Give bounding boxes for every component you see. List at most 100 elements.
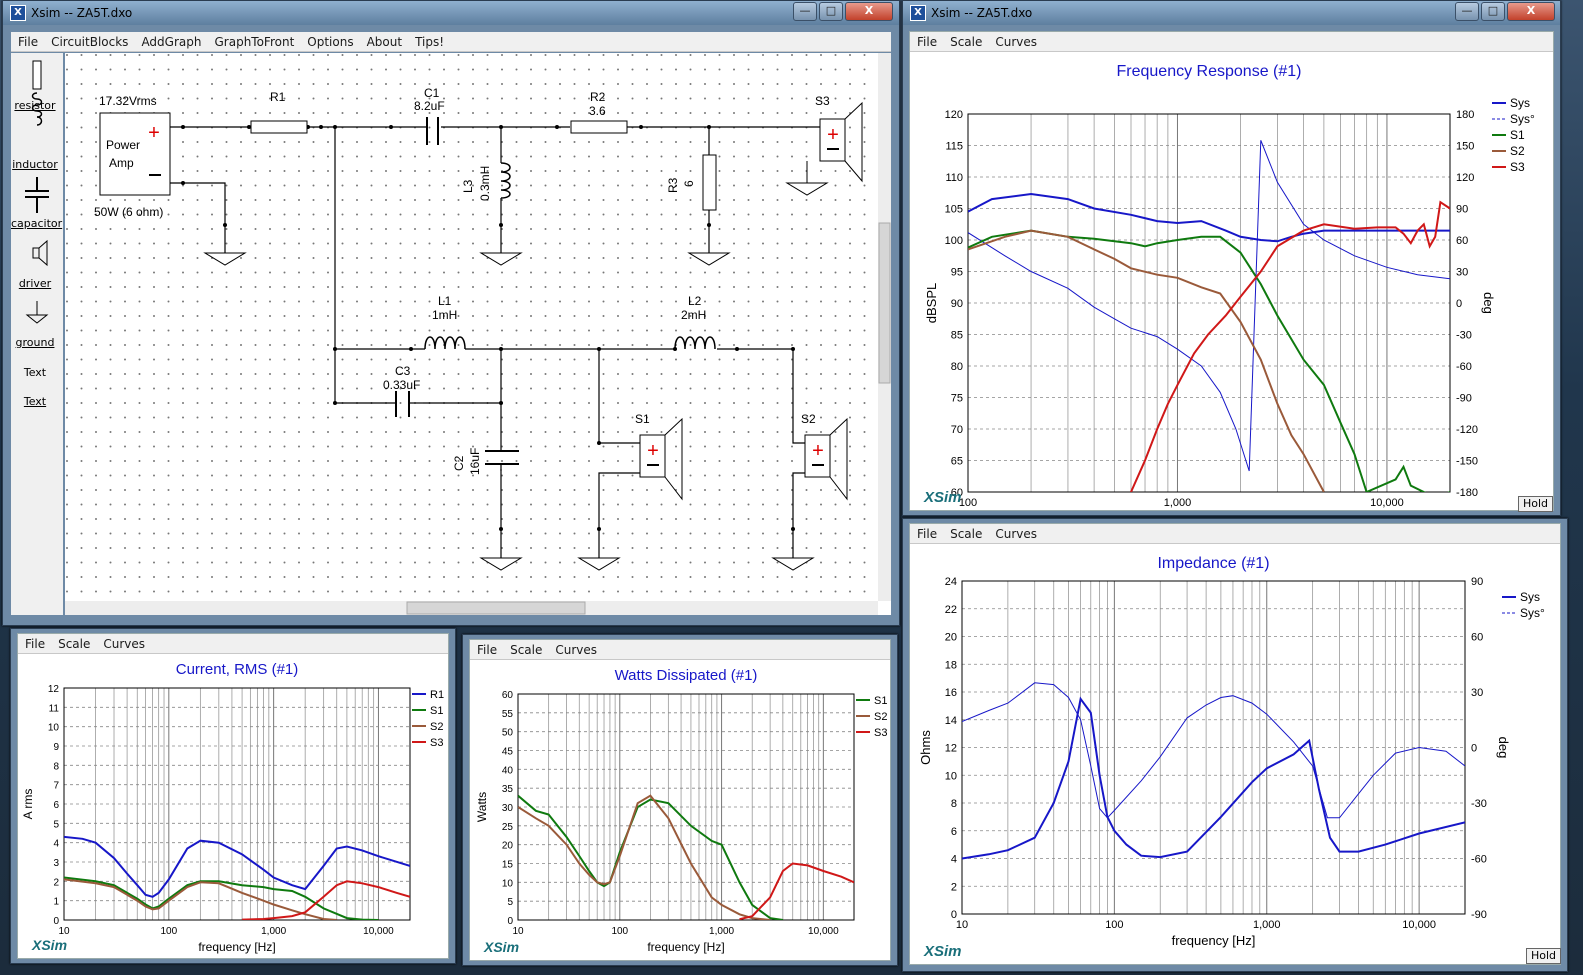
current-graph-panel: File Scale Curves 0 1 2 3 4 5 6 7 8 9 10 11 12 10 100 1,0… (17, 633, 449, 959)
resistor-r2[interactable] (570, 120, 628, 134)
menu-scale[interactable]: Scale (950, 35, 983, 49)
y2-tick-label: 120 (1456, 172, 1474, 184)
menu-curves[interactable]: Curves (995, 527, 1038, 541)
menu-file[interactable]: File (477, 643, 498, 657)
tool-driver[interactable]: driver (18, 277, 52, 290)
menu-about[interactable]: About (366, 35, 403, 49)
hold-button[interactable]: Hold (1526, 948, 1562, 964)
watts-dissipated-chart[interactable]: 0 5 10 15 20 25 30 35 40 45 50 55 60 10 100 1,000 10,000… (470, 660, 890, 960)
y-tick-label: 2 (951, 881, 957, 893)
horizontal-scroll-thumb[interactable] (406, 601, 586, 615)
menu-curves[interactable]: Curves (103, 637, 146, 651)
capacitor-c2[interactable] (485, 450, 519, 465)
legend-label[interactable]: Sys° (1510, 112, 1535, 126)
close-button[interactable]: X (1507, 2, 1555, 21)
y-tick-label: 75 (951, 393, 963, 405)
menu-file[interactable]: File (917, 527, 938, 541)
vertical-scroll-thumb[interactable] (878, 222, 891, 384)
menu-curves[interactable]: Curves (995, 35, 1038, 49)
minimize-button[interactable]: — (1455, 2, 1479, 21)
y-tick-label: 12 (48, 684, 60, 695)
x-tick-label: 10,000 (363, 926, 394, 937)
value-l1: 1mH (432, 308, 457, 322)
capacitor-c3[interactable] (395, 391, 410, 417)
tool-text[interactable]: Text (23, 395, 47, 408)
legend-label[interactable]: S1 (1510, 128, 1525, 142)
inductor-l1[interactable] (424, 336, 466, 350)
ground-l3[interactable] (479, 252, 523, 266)
menu-file[interactable]: File (25, 637, 46, 651)
menu-file[interactable]: File (917, 35, 938, 49)
legend-label[interactable]: S2 (430, 721, 443, 733)
ground-s2[interactable] (771, 557, 815, 571)
legend-label[interactable]: S2 (874, 711, 887, 723)
menu-circuitblocks[interactable]: CircuitBlocks (51, 35, 129, 49)
series-line-s1 (968, 229, 1450, 492)
menu-scale[interactable]: Scale (950, 527, 983, 541)
legend-label[interactable]: S2 (1510, 144, 1525, 158)
schematic-titlebar[interactable]: X Xsim -- ZA5T.dxo — □ X (3, 1, 899, 25)
resistor-r1[interactable] (250, 120, 308, 134)
menu-scale[interactable]: Scale (58, 637, 91, 651)
driver-s2[interactable]: + (804, 417, 848, 501)
legend-label[interactable]: Sys° (1520, 606, 1545, 620)
frequency-response-chart[interactable]: 60 65 70 75 80 85 90 95 100 105 110 115 120 -180 -150 -… (910, 52, 1553, 510)
ground-s1[interactable] (577, 557, 621, 571)
current-window: File Scale Curves 0 1 2 3 4 5 6 7 8 9 10 11 12 10 100 1,0… (10, 628, 456, 964)
legend-label[interactable]: S1 (430, 705, 443, 717)
menu-graphtofront[interactable]: GraphToFront (214, 35, 295, 49)
tool-resistor[interactable]: resistor (14, 99, 56, 112)
schematic-drawing[interactable]: + + + (65, 53, 891, 615)
series-line-sys (962, 682, 1465, 819)
legend-label[interactable]: S3 (430, 737, 443, 749)
menu-tips[interactable]: Tips! (415, 35, 445, 49)
power-amp-block[interactable]: + (99, 112, 171, 196)
menu-file[interactable]: File (18, 35, 39, 49)
tool-ground[interactable]: ground (15, 336, 55, 349)
series-line-sys (968, 192, 1450, 243)
y-tick-label: 8 (53, 761, 59, 772)
y2-tick-label: 0 (1471, 743, 1477, 755)
driver-s3[interactable]: + (819, 101, 863, 183)
tool-text-plain[interactable]: Text (23, 366, 47, 379)
minimize-button[interactable]: — (793, 2, 817, 21)
resistor-r3[interactable] (702, 154, 717, 211)
menu-curves[interactable]: Curves (555, 643, 598, 657)
xsim-logo: XSim (31, 937, 67, 953)
x-tick-label: 10 (956, 919, 968, 931)
ground-c2[interactable] (479, 557, 523, 571)
menu-options[interactable]: Options (307, 35, 354, 49)
tool-inductor[interactable]: inductor (12, 158, 58, 171)
ground-r3[interactable] (687, 252, 731, 266)
y-tick-label: 120 (945, 109, 963, 121)
close-button[interactable]: X (845, 2, 893, 21)
x-tick-label: 10 (512, 926, 524, 937)
legend-label[interactable]: Sys (1510, 96, 1530, 110)
menu-scale[interactable]: Scale (510, 643, 543, 657)
legend-label[interactable]: S3 (1510, 160, 1525, 174)
legend-label[interactable]: S3 (874, 727, 887, 739)
schematic-canvas[interactable]: + + + (65, 53, 891, 615)
capacitor-c1[interactable] (426, 117, 439, 145)
legend-label[interactable]: R1 (430, 689, 444, 701)
y-axis-label: A rms (21, 789, 35, 820)
window-title: Xsim -- ZA5T.dxo (31, 6, 133, 20)
y-tick-label: 55 (502, 709, 514, 720)
maximize-button[interactable]: □ (819, 2, 843, 21)
chart-title: Impedance (#1) (1157, 555, 1269, 572)
y-tick-label: 95 (951, 267, 963, 279)
maximize-button[interactable]: □ (1481, 2, 1505, 21)
legend-label[interactable]: S1 (874, 695, 887, 707)
impedance-window: File Scale Curves 0 2 4 6 8 10 12 14 16 18 20 22 24 -90… (902, 518, 1568, 972)
hold-button[interactable]: Hold (1518, 496, 1554, 512)
ground-amp[interactable] (203, 252, 247, 266)
legend-label[interactable]: Sys (1520, 590, 1540, 604)
tool-capacitor[interactable]: capacitor (11, 217, 63, 230)
inductor-l2[interactable] (674, 336, 716, 350)
fr-titlebar[interactable]: X Xsim -- ZA5T.dxo — □ X (903, 1, 1560, 25)
driver-s1[interactable]: + (639, 417, 683, 501)
inductor-l3[interactable] (500, 162, 511, 199)
menu-addgraph[interactable]: AddGraph (141, 35, 202, 49)
